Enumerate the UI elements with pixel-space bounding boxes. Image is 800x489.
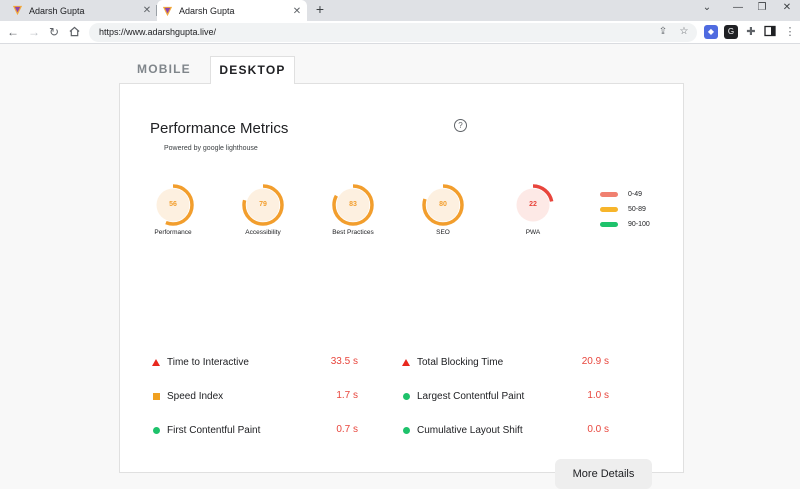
pass-dot-icon	[151, 425, 161, 435]
gauge-ring	[512, 184, 554, 226]
legend-swatch	[600, 192, 618, 197]
metric-label: First Contentful Paint	[167, 424, 261, 436]
minimize-icon[interactable]: —	[733, 2, 743, 13]
pass-dot-icon	[401, 425, 411, 435]
reload-icon[interactable]: ↻	[48, 25, 60, 39]
browser-tabstrip: Adarsh Gupta ✕ Adarsh Gupta ✕ + ⌄ — ❐ ✕	[0, 0, 800, 22]
tab-title: Adarsh Gupta	[179, 6, 235, 16]
close-window-icon[interactable]: ✕	[782, 2, 792, 13]
gauge-ring	[422, 184, 464, 226]
gauge-score: 79	[259, 201, 267, 208]
extensions-puzzle-icon[interactable]: ✚	[746, 26, 756, 38]
metric-total-blocking-time: Total Blocking Time	[401, 355, 503, 369]
score-gauge-pwa: 22 PWA	[503, 183, 563, 236]
tab-title: Adarsh Gupta	[29, 5, 85, 16]
fail-triangle-icon	[401, 357, 411, 367]
legend-label: 50-89	[628, 206, 646, 213]
legend-swatch	[600, 207, 618, 212]
score-gauge-seo: 80 SEO	[413, 183, 473, 236]
gauge-score: 80	[439, 201, 447, 208]
metric-label: Cumulative Layout Shift	[417, 424, 523, 436]
site-favicon-icon	[12, 5, 23, 16]
score-gauge-accessibility: 79 Accessibility	[233, 183, 293, 236]
legend-label: 90-100	[628, 221, 650, 228]
gauge-label: Best Practices	[332, 229, 374, 236]
score-gauge-best-practices: 83 Best Practices	[323, 183, 383, 236]
metric-speed-index: Speed Index	[151, 389, 223, 403]
legend-item: 90-100	[600, 217, 650, 232]
tab-search-chevron-icon[interactable]: ⌄	[702, 2, 712, 13]
gauge-ring	[242, 184, 284, 226]
tab-divider	[156, 5, 157, 16]
tab-close-icon[interactable]: ✕	[292, 5, 302, 17]
page-content: MOBILE DESKTOP Performance Metrics Power…	[0, 44, 800, 489]
home-icon[interactable]	[66, 24, 82, 40]
gauge-label: PWA	[525, 229, 541, 236]
legend-swatch	[600, 222, 618, 227]
metric-cumulative-layout-shift: Cumulative Layout Shift	[401, 423, 523, 437]
gauge-label: Accessibility	[245, 229, 281, 236]
gauge-label: Performance	[154, 229, 192, 236]
forward-icon[interactable]: →	[28, 25, 40, 39]
metric-label: Total Blocking Time	[417, 356, 504, 368]
pass-dot-icon	[401, 391, 411, 401]
site-favicon-icon	[162, 6, 173, 16]
metric-value: 0.0 s	[587, 424, 609, 435]
tab-desktop[interactable]: DESKTOP	[210, 56, 295, 84]
bookmark-star-icon[interactable]: ☆	[679, 26, 689, 37]
average-square-icon	[151, 391, 161, 401]
browser-menu-icon[interactable]: ⋮	[784, 26, 796, 38]
tab-mobile[interactable]: MOBILE	[137, 62, 191, 76]
extension-grammar-icon[interactable]: G	[724, 25, 738, 39]
legend-label: 0-49	[628, 191, 643, 198]
performance-card: Performance Metrics Powered by google li…	[119, 83, 684, 489]
address-bar[interactable]: https://www.adarshgupta.live/ ⇪ ☆	[89, 23, 697, 42]
card-title: Performance Metrics	[150, 120, 289, 137]
metric-first-contentful-paint: First Contentful Paint	[151, 423, 260, 437]
side-panel-icon[interactable]	[763, 25, 777, 39]
legend-item: 50-89	[600, 202, 650, 217]
extension-shield-icon[interactable]: ◆	[704, 25, 718, 39]
gauge-ring	[332, 184, 374, 226]
score-legend: 0-49 50-89 90-100	[600, 187, 650, 232]
metric-time-to-interactive: Time to Interactive	[151, 355, 249, 369]
fail-triangle-icon	[151, 357, 161, 367]
metric-value: 0.7 s	[336, 424, 358, 435]
restore-icon[interactable]: ❐	[757, 2, 767, 13]
metric-label: Largest Contentful Paint	[417, 390, 525, 402]
metric-value: 1.0 s	[587, 390, 609, 401]
card-subtitle: Powered by google lighthouse	[164, 145, 258, 152]
browser-tab-2[interactable]: Adarsh Gupta ✕	[157, 0, 307, 22]
gauge-ring	[152, 184, 194, 226]
browser-toolbar: ← → ↻ https://www.adarshgupta.live/ ⇪ ☆ …	[0, 21, 800, 44]
metric-largest-contentful-paint: Largest Contentful Paint	[401, 389, 524, 403]
browser-tab-1[interactable]: Adarsh Gupta ✕	[7, 0, 157, 21]
metric-value: 33.5 s	[330, 356, 358, 367]
metric-value: 20.9 s	[581, 356, 609, 367]
help-icon[interactable]: ?	[454, 119, 467, 132]
legend-item: 0-49	[600, 187, 650, 202]
url-text: https://www.adarshgupta.live/	[99, 27, 217, 37]
more-details-button[interactable]: More Details	[555, 459, 652, 489]
new-tab-icon[interactable]: +	[315, 1, 325, 17]
score-gauge-performance: 56 Performance	[143, 183, 203, 236]
gauge-label: SEO	[436, 229, 450, 236]
metric-label: Time to Interactive	[167, 356, 249, 368]
back-icon[interactable]: ←	[7, 25, 19, 39]
gauge-score: 56	[169, 201, 177, 208]
gauge-score: 22	[529, 201, 537, 208]
tab-close-icon[interactable]: ✕	[142, 5, 152, 16]
gauge-score: 83	[349, 201, 357, 208]
metric-label: Speed Index	[167, 390, 224, 402]
share-icon[interactable]: ⇪	[658, 26, 668, 37]
metric-value: 1.7 s	[336, 390, 358, 401]
